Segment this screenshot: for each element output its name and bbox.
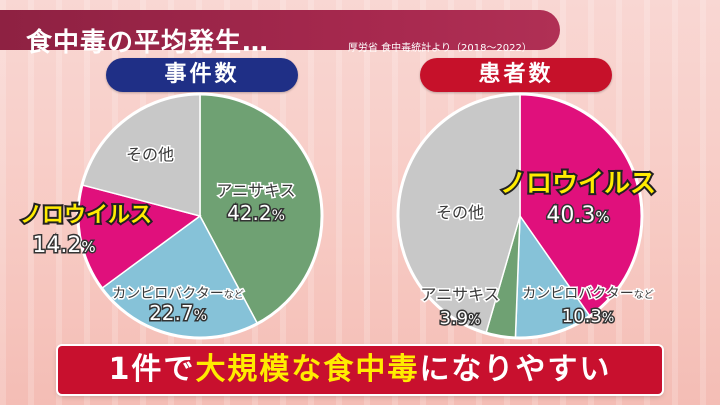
slice-value-unit: % bbox=[272, 208, 285, 224]
slice-value-unit: % bbox=[81, 238, 95, 256]
slice-label: その他 bbox=[436, 203, 484, 222]
slice-value-unit: % bbox=[194, 308, 207, 324]
slice-label: アニサキス bbox=[420, 285, 499, 304]
slice-label: その他 bbox=[126, 145, 174, 164]
slice-value: 10.3% bbox=[562, 306, 614, 327]
page-title: 食中毒の平均発生… bbox=[26, 28, 270, 58]
slice-value: 22.7% bbox=[149, 301, 207, 325]
banner-part-3: になりやすい bbox=[419, 352, 612, 387]
conclusion-banner: 1件で大規模な食中毒になりやすい bbox=[58, 346, 662, 394]
slice-label: カンピロバクターなど bbox=[522, 286, 653, 302]
title-bar: 食中毒の平均発生… 厚労省 食中毒統計より（2018〜2022） bbox=[0, 10, 560, 58]
source-note: 厚労省 食中毒統計より（2018〜2022） bbox=[348, 43, 532, 54]
slice-value-unit: % bbox=[602, 311, 614, 326]
slice-label-suffix: など bbox=[634, 289, 654, 301]
slice-label: ノロウイルス bbox=[500, 169, 656, 199]
slice-label: アニサキス bbox=[216, 181, 295, 200]
chart-title-incidents: 事件数 bbox=[106, 58, 298, 92]
pie-outline bbox=[76, 92, 324, 340]
slice-label: カンピロバクターなど bbox=[112, 286, 243, 302]
banner-part-2: 大規模な食中毒 bbox=[195, 352, 420, 387]
chart-title-patients: 患者数 bbox=[420, 58, 612, 92]
slice-value-unit: % bbox=[595, 208, 609, 226]
slice-label-suffix: など bbox=[224, 289, 244, 301]
slice-value-unit: % bbox=[468, 313, 480, 328]
pie-outline bbox=[396, 92, 644, 340]
slice-label: ノロウイルス bbox=[20, 203, 152, 228]
slice-value: 14.2% bbox=[32, 233, 95, 258]
banner-part-1: 1件で bbox=[108, 352, 196, 387]
